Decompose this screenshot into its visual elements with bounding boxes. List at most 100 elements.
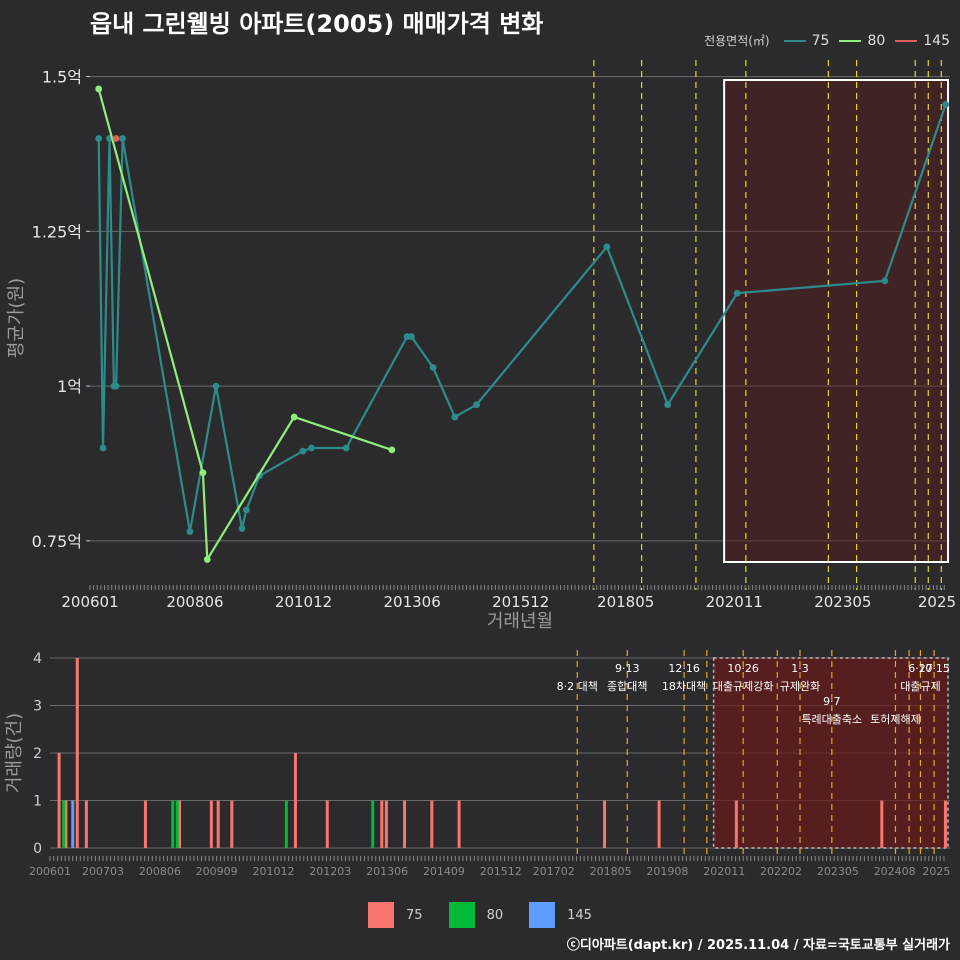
policy-annotation-label: 특례대출축소 xyxy=(801,713,862,726)
volume-legend-swatch-75 xyxy=(368,902,395,928)
volume-bar-75 xyxy=(325,800,329,848)
volume-y-tick-label: 3 xyxy=(33,699,42,715)
volume-legend-swatch-145 xyxy=(529,902,556,928)
price-x-tick-label: 202305 xyxy=(814,593,871,611)
price-point-75 xyxy=(342,444,350,452)
price-point-75 xyxy=(733,289,741,297)
policy-annotation-date: 9·7 xyxy=(823,695,841,708)
volume-bar-75 xyxy=(84,800,88,848)
price-x-tick-label: 200601 xyxy=(61,593,118,611)
volume-y-tick-label: 4 xyxy=(33,651,42,667)
volume-legend-label-145: 145 xyxy=(567,907,592,923)
volume-bar-75 xyxy=(216,800,220,848)
price-point-75 xyxy=(664,401,672,409)
price-point-75 xyxy=(99,444,107,452)
price-y-tick-label: 1.25억 xyxy=(32,222,82,241)
legend-line-75 xyxy=(783,39,806,42)
policy-annotation-label: 8·2 대책 xyxy=(557,680,598,693)
legend-line-80 xyxy=(839,39,862,42)
policy-annotation-label: 종합대책 xyxy=(607,680,647,693)
source-caption: ⓒ디아파트(dapt.kr) / 2025.11.04 / 자료=국토교통부 실… xyxy=(566,938,950,953)
policy-annotation-label: 대출규제 xyxy=(900,680,940,693)
price-point-75 xyxy=(112,382,120,390)
price-highlight-box xyxy=(723,79,949,563)
price-x-tick-label: 201805 xyxy=(597,593,654,611)
volume-bar-80 xyxy=(171,800,175,848)
area-legend: 전용면적(㎡) 75 80 145 xyxy=(704,32,950,49)
price-point-75 xyxy=(451,413,459,421)
price-point-75 xyxy=(212,382,220,390)
volume-bar-80 xyxy=(62,800,66,848)
volume-bar-75 xyxy=(657,800,661,848)
policy-annotation-label: 대출규제강화 xyxy=(713,680,774,693)
chart-title: 읍내 그린웰빙 아파트(2005) 매매가격 변화 xyxy=(90,10,544,38)
policy-annotation-label: 토허제해제 xyxy=(870,712,921,726)
price-point-75 xyxy=(881,277,889,285)
volume-x-tick-label: 202011 xyxy=(703,865,745,878)
legend-line-145 xyxy=(895,39,918,42)
price-point-80 xyxy=(388,446,396,454)
volume-x-tick-label: 202202 xyxy=(760,865,802,878)
volume-x-tick-label: 2025 xyxy=(922,865,950,878)
volume-y-tick-label: 0 xyxy=(33,841,42,857)
volume-x-tick-label: 201512 xyxy=(480,865,522,878)
volume-bar-75 xyxy=(380,800,384,848)
volume-legend: 75 80 145 xyxy=(0,902,960,928)
volume-bar-75 xyxy=(57,753,61,848)
volume-legend-swatch-80 xyxy=(448,902,475,928)
volume-bar-75 xyxy=(293,753,297,848)
price-point-75 xyxy=(942,101,950,108)
legend-item-75: 75 xyxy=(783,32,830,49)
volume-legend-label-80: 80 xyxy=(486,907,504,923)
price-point-80 xyxy=(203,556,211,563)
price-x-tick-label: 201512 xyxy=(492,593,549,611)
policy-annotation-label: 18차대책 xyxy=(662,680,706,693)
volume-y-tick-label: 2 xyxy=(33,746,42,762)
policy-annotation-date: 1·3 xyxy=(791,662,809,675)
volume-legend-label-75: 75 xyxy=(406,907,423,923)
price-x-tick-label: 2025 xyxy=(918,593,956,611)
volume-bar-75 xyxy=(75,658,79,848)
volume-bar-75 xyxy=(430,800,434,848)
legend-title: 전용면적(㎡) xyxy=(704,34,770,48)
volume-bar-145 xyxy=(71,800,75,848)
volume-x-tick-label: 200909 xyxy=(196,865,238,878)
price-x-tick-label: 202011 xyxy=(706,593,763,611)
price-point-75 xyxy=(95,135,103,142)
price-point-80 xyxy=(95,85,103,93)
policy-annotation-label: 규제완화 xyxy=(780,680,820,693)
price-y-tick-label: 1.5억 xyxy=(42,68,82,87)
price-point-75 xyxy=(308,444,315,452)
price-point-75 xyxy=(242,506,250,514)
volume-bar-80 xyxy=(175,800,179,848)
price-x-axis-title: 거래년월 xyxy=(487,611,553,632)
policy-annotation-date: 12·16 xyxy=(668,662,700,675)
price-point-75 xyxy=(238,525,246,532)
policy-annotation-date: 10·26 xyxy=(727,662,759,675)
price-point-80 xyxy=(290,413,298,421)
price-point-80 xyxy=(199,469,207,477)
volume-bar-75 xyxy=(880,800,884,848)
policy-annotation-date: 10·15 xyxy=(918,662,950,675)
legend-item-80: 80 xyxy=(839,33,885,49)
volume-bar-80 xyxy=(284,800,288,848)
price-point-75 xyxy=(429,364,437,371)
price-point-75 xyxy=(119,135,126,142)
volume-bar-75 xyxy=(384,800,388,848)
volume-x-tick-label: 201409 xyxy=(423,865,465,878)
price-line-chart: 0.75억 1억 1.25억 1.5억 200601 200806 201012 201306… xyxy=(6,60,956,632)
volume-bar-75 xyxy=(178,800,182,848)
price-point-75 xyxy=(186,528,194,535)
volume-x-tick-label: 201012 xyxy=(252,865,294,878)
volume-x-tick-label: 201306 xyxy=(366,865,408,878)
volume-bar-75 xyxy=(64,800,68,848)
legend-label-75: 75 xyxy=(811,32,830,49)
price-y-tick-label: 0.75억 xyxy=(32,532,82,551)
price-point-75 xyxy=(299,447,307,455)
volume-y-axis-title: 거래량(건) xyxy=(4,713,25,793)
volume-legend-item-80: 80 xyxy=(448,902,504,928)
legend-label-80: 80 xyxy=(867,32,886,49)
policy-annotation-date: 9·13 xyxy=(615,662,640,675)
volume-x-tick-label: 200703 xyxy=(82,865,124,878)
volume-x-tick-label: 202408 xyxy=(874,865,916,878)
